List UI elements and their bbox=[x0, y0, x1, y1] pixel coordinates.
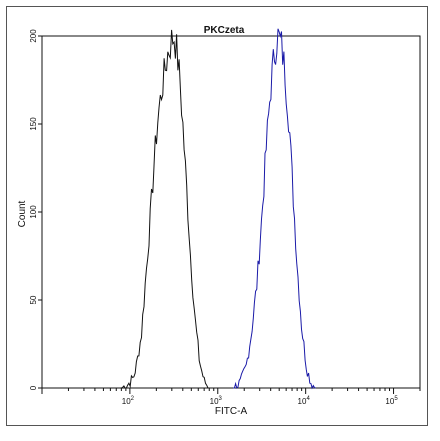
x-axis-title: FITC-A bbox=[215, 406, 248, 417]
x-tick-label: 102 bbox=[122, 396, 135, 406]
plot-border bbox=[41, 35, 421, 389]
x-tick-label: 105 bbox=[385, 396, 398, 406]
y-tick-label: 200 bbox=[29, 29, 38, 43]
chart-title: PKCzeta bbox=[204, 25, 245, 36]
x-tick-label: 104 bbox=[298, 396, 311, 406]
y-tick-label: 100 bbox=[29, 205, 38, 219]
series-2-line bbox=[233, 28, 316, 390]
y-tick-label: 50 bbox=[29, 295, 38, 304]
series-1-line bbox=[121, 29, 210, 389]
plot-area: 0 50 100 150 200 102 103 104 105 bbox=[29, 28, 421, 406]
y-axis-title: Count bbox=[17, 200, 28, 227]
y-tick-label: 0 bbox=[29, 385, 38, 390]
y-tick-label: 150 bbox=[29, 117, 38, 131]
x-tick-label: 103 bbox=[210, 396, 223, 406]
figure-frame bbox=[6, 6, 428, 426]
